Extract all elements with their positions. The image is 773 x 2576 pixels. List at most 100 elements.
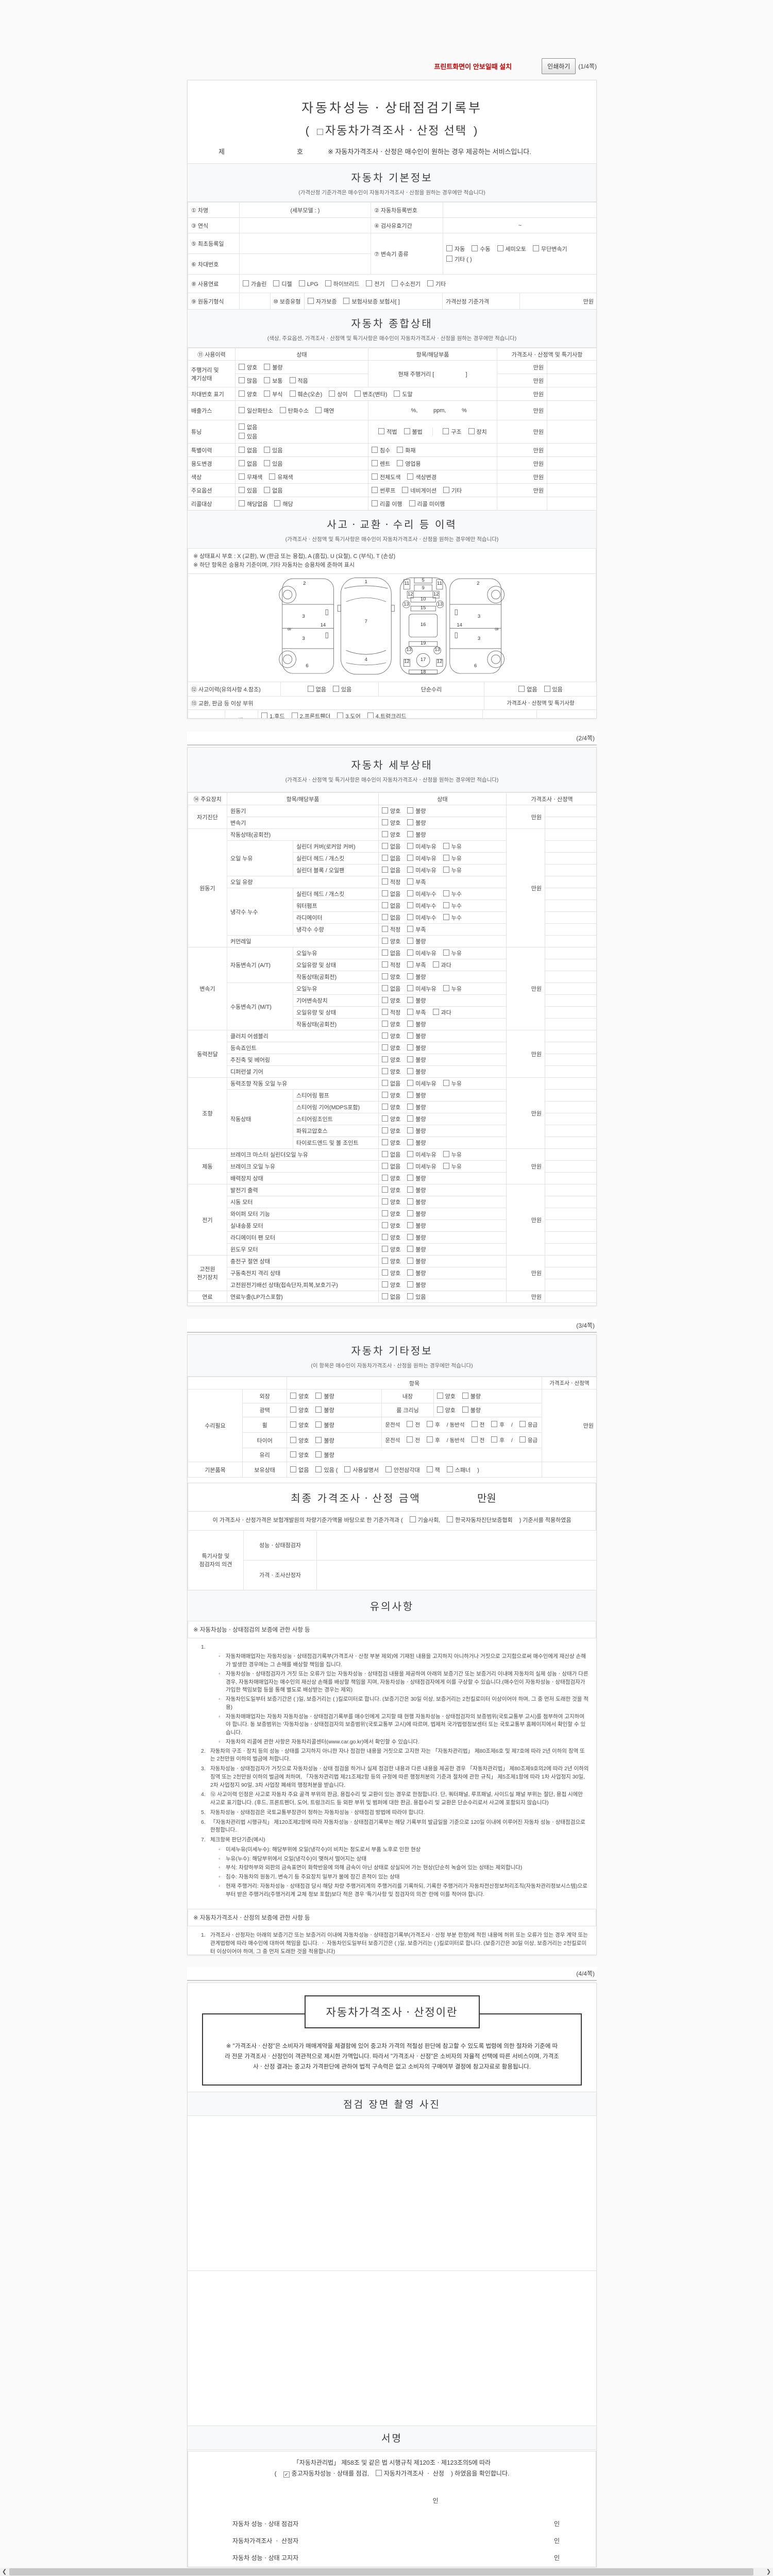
- price-cell: [497, 497, 547, 511]
- detail-h-state: 상태: [378, 792, 507, 805]
- emission-options: 일산화탄소 탄화수소 매연: [235, 400, 368, 420]
- checkbox-option: 없음: [382, 866, 400, 874]
- checkbox-option: 불량: [315, 1451, 334, 1459]
- checkbox-icon: [382, 1175, 388, 1181]
- checkbox-icon: [407, 1151, 414, 1157]
- tuning-detail: 적법 불법 구조 장치: [368, 420, 497, 444]
- checkbox-icon: [273, 280, 280, 286]
- horizontal-scrollbar[interactable]: ❮ ❯: [0, 2568, 773, 2576]
- field-first-reg: ⑤ 최초등록일: [188, 233, 240, 254]
- field-vin-value: [239, 253, 371, 275]
- item-label: 오일 유량: [227, 876, 379, 888]
- checkbox-icon: [382, 1151, 388, 1157]
- emission-values: %, ppm, %: [368, 400, 497, 420]
- notice-bullet: ◦ 자동차성능ㆍ상태점검자가 거짓 또는 오류가 있는 자동차성능ㆍ상태점검 내용…: [219, 1670, 589, 1693]
- checkbox-option: 2.프론트휀더: [291, 712, 330, 718]
- checkbox-icon: [407, 1044, 414, 1050]
- notice-bullet: ◦ 현재 주행거리: 자동차성능ㆍ상태점검 당시 해당 차량 주행거리계의 주행거…: [219, 1883, 587, 1897]
- detail-row: 스티어링 기어(MDPS포함) 양호 불량: [188, 1101, 596, 1113]
- checkbox-icon: [239, 486, 245, 493]
- item-group-label: 오일 누유: [227, 840, 293, 876]
- checkbox-option: 색상변경: [407, 473, 436, 481]
- price-cell: 만원: [506, 947, 545, 1030]
- checkbox-option: 불법: [404, 428, 423, 436]
- checkbox-icon: [407, 1187, 414, 1193]
- device-name: 변속기: [188, 947, 227, 1030]
- checkbox-option: 불량: [407, 1174, 426, 1182]
- checkbox-option: 양호: [382, 973, 400, 981]
- scrollbar-thumb[interactable]: [9, 2568, 753, 2575]
- note-cell: [545, 1054, 596, 1066]
- checkbox-icon: [382, 1293, 388, 1299]
- status-options: 없음 미세누수 누수: [378, 911, 507, 924]
- keep-state-options: 없음 있음 (사용설명서 안전삼각대 잭 스패너): [287, 1462, 542, 1478]
- detail-row: 작동상태(공회전) 양호 불량: [188, 971, 596, 983]
- section-accident-title: 사고ㆍ교환ㆍ수리 등 이력: [327, 519, 457, 531]
- price-cell: 만원: [497, 470, 547, 484]
- checkbox-icon: [382, 878, 388, 885]
- detail-row: 냉각수 누수 실린더 헤드 / 개스킷 없음 미세누수 누수: [188, 888, 596, 936]
- etc-info-table: 항목 가격조사ㆍ산정액 수리필요 외장 양호 불량 내장 양호 불량 만원 광택 양…: [188, 1377, 596, 1478]
- checkbox-icon: [407, 867, 414, 873]
- status-options: 양호 불량: [378, 828, 507, 841]
- panel-number: 17: [420, 657, 426, 663]
- row-recall: 리콜대상: [188, 497, 236, 511]
- checkbox-icon: [407, 1293, 414, 1299]
- checkbox-icon: [298, 280, 305, 286]
- checkbox-icon: [471, 1421, 478, 1427]
- checkbox-option: 적법: [378, 428, 397, 436]
- checkbox-option: 적정: [382, 925, 400, 934]
- sign-section-title: 서명: [188, 2426, 596, 2450]
- page-indicator-3: (3/4쪽): [576, 1322, 595, 1329]
- checkbox-icon: [519, 1436, 526, 1443]
- special-type-options: 침수 화재: [368, 443, 497, 457]
- checkbox-option: 변조(변타): [354, 390, 387, 398]
- photo-area-2: [188, 2271, 596, 2421]
- checkbox-icon: [279, 406, 286, 413]
- checkbox-icon: [291, 712, 298, 718]
- note-cell: [545, 1065, 596, 1078]
- checkbox-option: 불량: [407, 937, 426, 945]
- item-sub-label: 오일유량 및 상태: [293, 1006, 379, 1019]
- checkbox-icon: [382, 843, 388, 849]
- checkbox-option: 부족: [407, 878, 426, 886]
- checkbox-option: 불량: [407, 1233, 426, 1242]
- checkbox-option: 누수: [443, 902, 462, 910]
- glass-options: 양호 불량: [287, 1448, 542, 1462]
- status-options: 없음 미세누유 누유: [378, 982, 507, 995]
- page-bar-3: (3/4쪽): [187, 1319, 597, 1333]
- panel-number: 13: [404, 602, 409, 607]
- scroll-right-arrow-icon[interactable]: ❯: [764, 2568, 773, 2576]
- detail-h-price: 가격조사ㆍ산정액: [506, 792, 596, 805]
- checkbox-option: 양호: [382, 1210, 400, 1218]
- signer-notifier-label: 자동차 성능ㆍ상태 고지자: [232, 2554, 299, 2562]
- checkbox-icon: [407, 1269, 414, 1276]
- note-cell: [545, 982, 596, 995]
- device-name: 제동: [188, 1148, 227, 1184]
- item-sub-label: 실린더 헤드 / 개스킷: [293, 852, 379, 865]
- checkbox-option: 양호: [290, 1392, 309, 1400]
- checkbox-icon: [382, 1056, 388, 1062]
- checkbox-option: 불량: [407, 1139, 426, 1147]
- checkbox-icon: [269, 473, 276, 480]
- rank1-label: 1랭크: [225, 709, 259, 718]
- item-label: 클러치 어셈블리: [227, 1030, 379, 1042]
- device-name: 전기: [188, 1184, 227, 1256]
- item-label: 브레이크 마스터 실린더오일 누유: [227, 1148, 379, 1161]
- checkbox-option: 불량: [407, 1091, 426, 1099]
- checkbox-icon: [382, 914, 388, 920]
- checkbox-icon: [407, 1246, 414, 1252]
- note-cell: [545, 1196, 596, 1208]
- option-text: /: [511, 1422, 513, 1428]
- scroll-left-arrow-icon[interactable]: ❮: [0, 2568, 9, 2576]
- print-button[interactable]: 인쇄하기: [542, 58, 576, 74]
- rank-price: 만원: [482, 709, 537, 718]
- seal-mark: 인: [432, 2497, 439, 2505]
- checkbox-option: 수동: [472, 245, 491, 253]
- checkbox-option: 하이브리드: [325, 280, 359, 288]
- note-cell: [545, 852, 596, 865]
- item-sub-label: 워터펌프: [293, 900, 379, 912]
- note-cell: [545, 959, 596, 971]
- status-options: 없음 미세누유 누유: [378, 852, 507, 865]
- item-sub-label: 기어변속장치: [293, 994, 379, 1007]
